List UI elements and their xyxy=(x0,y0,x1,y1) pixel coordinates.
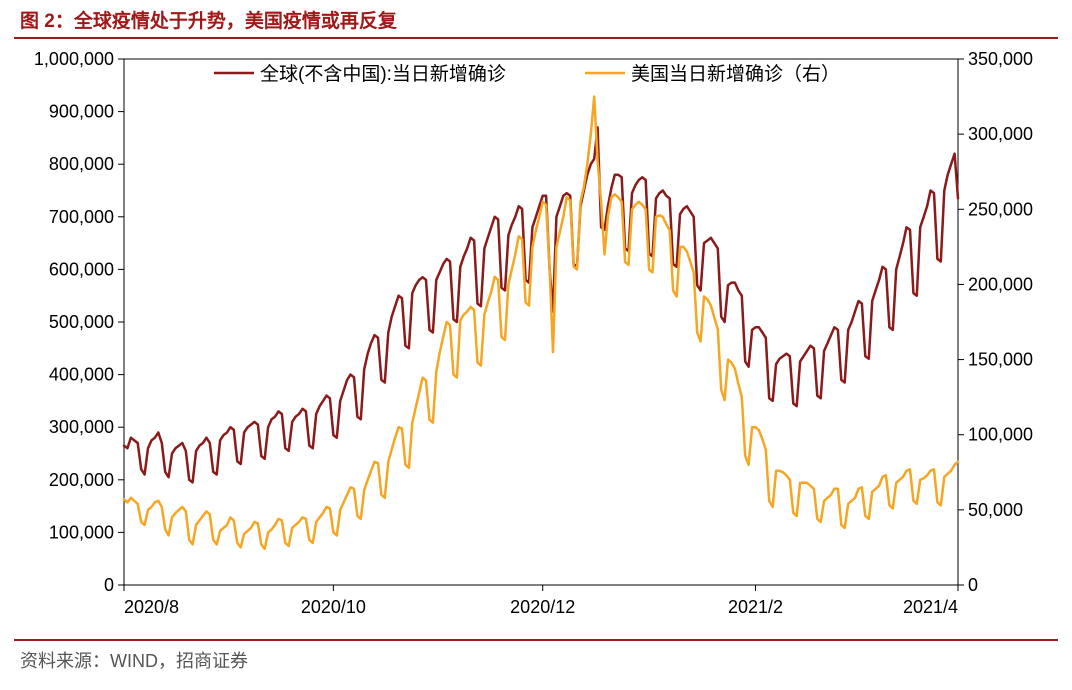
svg-text:2020/8: 2020/8 xyxy=(124,597,179,617)
svg-text:500,000: 500,000 xyxy=(49,312,114,332)
svg-text:700,000: 700,000 xyxy=(49,207,114,227)
svg-text:250,000: 250,000 xyxy=(968,199,1033,219)
title-prefix: 图 2： xyxy=(20,11,74,32)
chart-area: 0 100,000 200,000 300,000 400,000 500,000 600,… xyxy=(14,41,1058,639)
chart-title: 图 2：全球疫情处于升势，美国疫情或再反复 xyxy=(0,0,1072,37)
svg-text:100,000: 100,000 xyxy=(49,522,114,542)
svg-text:600,000: 600,000 xyxy=(49,259,114,279)
svg-text:50,000: 50,000 xyxy=(968,500,1023,520)
svg-text:900,000: 900,000 xyxy=(49,102,114,122)
svg-text:100,000: 100,000 xyxy=(968,425,1033,445)
svg-text:400,000: 400,000 xyxy=(49,365,114,385)
svg-text:0: 0 xyxy=(968,575,978,595)
line-chart: 0 100,000 200,000 300,000 400,000 500,000 600,… xyxy=(14,41,1058,639)
svg-text:1,000,000: 1,000,000 xyxy=(34,49,114,69)
svg-text:0: 0 xyxy=(104,575,114,595)
svg-text:300,000: 300,000 xyxy=(49,417,114,437)
footer-divider xyxy=(14,639,1058,641)
svg-text:2020/10: 2020/10 xyxy=(301,597,366,617)
svg-text:2021/2: 2021/2 xyxy=(728,597,783,617)
svg-text:200,000: 200,000 xyxy=(49,470,114,490)
svg-text:300,000: 300,000 xyxy=(968,124,1033,144)
svg-text:2020/12: 2020/12 xyxy=(510,597,575,617)
svg-text:2021/4: 2021/4 xyxy=(903,597,958,617)
svg-text:美国当日新增确诊（右）: 美国当日新增确诊（右） xyxy=(631,63,840,85)
svg-text:200,000: 200,000 xyxy=(968,274,1033,294)
title-divider xyxy=(14,37,1058,39)
svg-text:350,000: 350,000 xyxy=(968,49,1033,69)
svg-text:150,000: 150,000 xyxy=(968,350,1033,370)
svg-text:800,000: 800,000 xyxy=(49,154,114,174)
title-text: 全球疫情处于升势，美国疫情或再反复 xyxy=(74,11,397,32)
source-label: 资料来源：WIND，招商证券 xyxy=(0,643,1072,677)
svg-text:全球(不含中国):当日新增确诊: 全球(不含中国):当日新增确诊 xyxy=(260,63,506,85)
